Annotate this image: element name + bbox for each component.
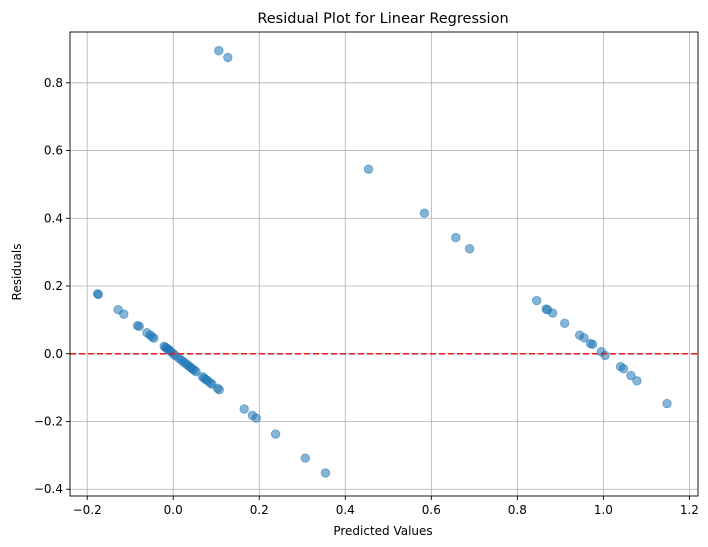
data-point — [300, 453, 310, 463]
data-point — [223, 52, 233, 63]
data-point — [363, 164, 374, 174]
y-tick-label: 0.0 — [44, 347, 63, 361]
y-tick-label: −0.4 — [34, 482, 63, 496]
data-point — [632, 376, 642, 386]
data-point — [119, 309, 129, 319]
x-tick-label: 0.2 — [250, 503, 269, 517]
data-point — [626, 370, 636, 381]
x-tick-label: 1.2 — [680, 503, 699, 517]
data-point — [149, 333, 159, 343]
data-point — [214, 45, 224, 56]
data-point — [270, 429, 281, 439]
data-point — [464, 244, 475, 254]
data-point — [451, 232, 461, 243]
data-point — [191, 367, 201, 377]
y-axis-label: Residuals — [10, 244, 24, 301]
data-point — [251, 413, 261, 423]
x-tick-label: −0.2 — [73, 503, 102, 517]
y-tick-label: 0.4 — [44, 211, 63, 225]
x-axis-label: Predicted Values — [333, 524, 432, 538]
x-tick-label: 0.8 — [508, 503, 527, 517]
data-point — [662, 398, 672, 409]
data-point — [419, 208, 430, 218]
x-tick-label: 0.0 — [164, 503, 183, 517]
data-point — [214, 384, 224, 395]
x-tick-label: 0.4 — [336, 503, 355, 517]
y-tick-label: 0.6 — [44, 144, 63, 158]
x-tick-label: 0.6 — [422, 503, 441, 517]
data-point — [239, 404, 249, 414]
y-tick-label: 0.2 — [44, 279, 63, 293]
data-point — [320, 468, 331, 478]
data-point — [134, 321, 144, 332]
data-point — [531, 295, 542, 306]
data-point — [579, 333, 589, 343]
data-point — [618, 363, 629, 374]
x-tick-label: 1.0 — [594, 503, 613, 517]
chart-title: Residual Plot for Linear Regression — [257, 11, 508, 27]
data-point — [587, 339, 598, 349]
data-point — [600, 350, 610, 361]
y-tick-label: 0.8 — [44, 76, 63, 90]
data-point — [559, 318, 570, 328]
plot-frame — [69, 31, 699, 497]
data-point — [547, 308, 558, 318]
data-point — [93, 289, 104, 300]
y-tick-label: −0.2 — [34, 414, 63, 428]
plot-area: −0.2 0.0 0.2 0.4 0.6 0.8 1.0 1.2 −0.4 −0.2 0.0 0.2 0… — [34, 31, 699, 517]
